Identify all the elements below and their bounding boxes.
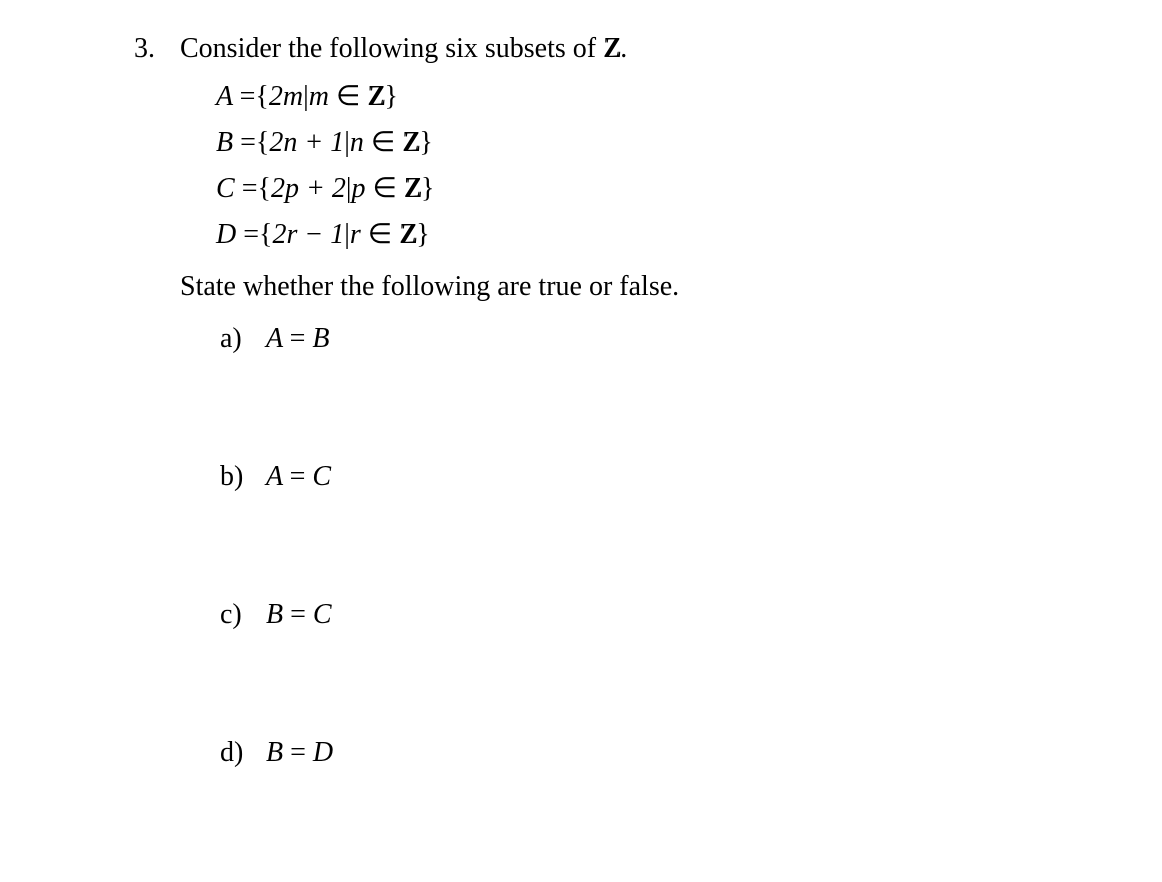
def-var: n [350, 127, 364, 158]
subpart-right: C [312, 461, 331, 492]
subpart-b: b) A = C [220, 456, 1122, 498]
element-of-icon: ∈ [372, 173, 396, 204]
subpart-label: b) [220, 456, 266, 498]
element-of-icon: ∈ [368, 219, 392, 250]
def-expr: 2r − 1 [272, 219, 344, 250]
subpart-right: B [312, 323, 329, 354]
blackboard-Z-icon: Z [404, 168, 421, 210]
subpart-right: C [313, 599, 332, 630]
def-expr: 2n + 1 [269, 127, 344, 158]
def-var: m [309, 81, 329, 112]
equals-icon: = [290, 461, 306, 492]
subpart-left: B [266, 737, 283, 768]
question-header: 3. Consider the following six subsets of… [180, 28, 1122, 70]
blackboard-Z-icon: Z [402, 122, 419, 164]
definition-A: A ={2m|m ∈ Z} [216, 76, 1122, 118]
def-var: r [350, 219, 361, 250]
set-definitions: A ={2m|m ∈ Z} B ={2n + 1|n ∈ Z} C ={2p +… [180, 76, 1122, 256]
element-of-icon: ∈ [371, 127, 395, 158]
definition-D: D ={2r − 1|r ∈ Z} [216, 214, 1122, 256]
definition-B: B ={2n + 1|n ∈ Z} [216, 122, 1122, 164]
def-lhs: A [216, 81, 233, 112]
subpart-label: d) [220, 732, 266, 774]
equals-icon: = [290, 599, 306, 630]
question-number: 3. [134, 28, 180, 70]
def-expr: 2p + 2 [271, 173, 346, 204]
page: 3. Consider the following six subsets of… [0, 0, 1162, 814]
subpart-d: d) B = D [220, 732, 1122, 774]
equals-icon: = [290, 737, 306, 768]
blackboard-Z-icon: Z [603, 28, 620, 70]
subpart-a: a) A = B [220, 318, 1122, 360]
def-expr: 2m [269, 81, 303, 112]
intro-prefix: Consider the following six subsets of [180, 33, 603, 64]
subpart-right: D [313, 737, 333, 768]
def-lhs: C [216, 173, 235, 204]
instruction-text: State whether the following are true or … [180, 266, 1122, 308]
subpart-body: B = C [266, 594, 332, 636]
subparts: a) A = B b) A = C c) B = C d) [180, 318, 1122, 774]
question-intro: Consider the following six subsets of Z. [180, 28, 627, 70]
subpart-c: c) B = C [220, 594, 1122, 636]
subpart-left: A [266, 323, 283, 354]
def-var: p [351, 173, 365, 204]
definition-C: C ={2p + 2|p ∈ Z} [216, 168, 1122, 210]
element-of-icon: ∈ [336, 81, 360, 112]
subpart-label: a) [220, 318, 266, 360]
def-lhs: B [216, 127, 233, 158]
subpart-body: B = D [266, 732, 333, 774]
blackboard-Z-icon: Z [367, 76, 384, 118]
subpart-body: A = C [266, 456, 331, 498]
blackboard-Z-icon: Z [399, 214, 416, 256]
subpart-body: A = B [266, 318, 330, 360]
subpart-left: B [266, 599, 283, 630]
def-lhs: D [216, 219, 236, 250]
subpart-left: A [266, 461, 283, 492]
subpart-label: c) [220, 594, 266, 636]
equals-icon: = [290, 323, 306, 354]
